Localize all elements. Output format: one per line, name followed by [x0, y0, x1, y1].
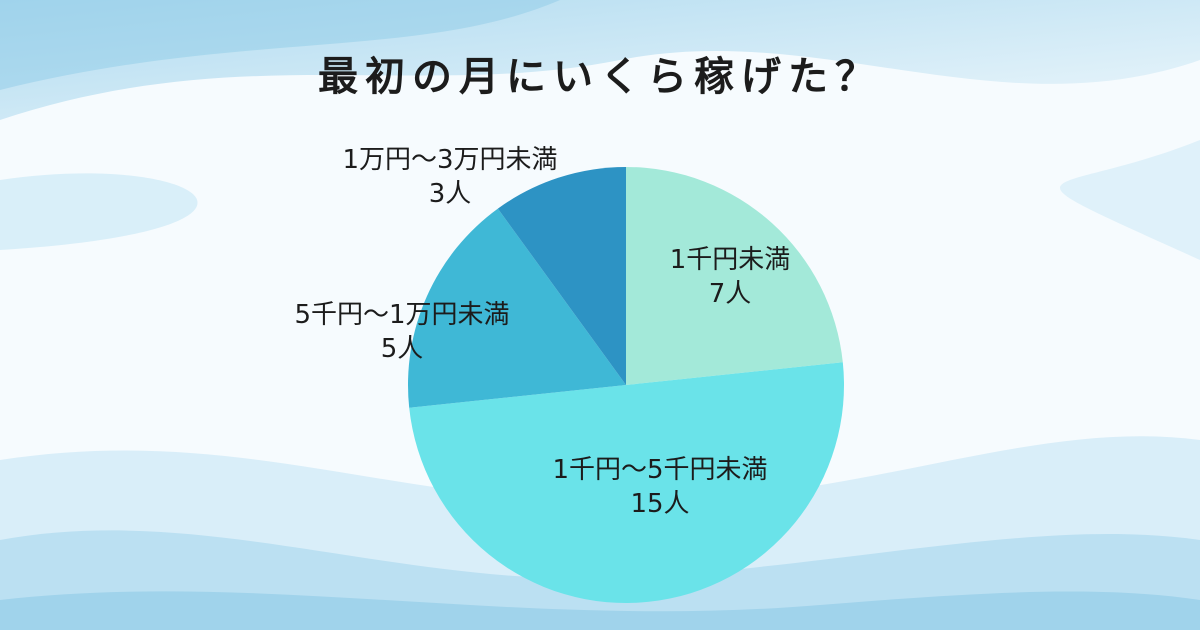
slice-label-2: 5千円～1万円未満 5人 — [294, 300, 510, 364]
slice-label-1: 1千円～5千円未満 15人 — [552, 455, 768, 519]
pie-slice-0 — [626, 167, 843, 385]
pie-slice-1 — [409, 362, 844, 603]
slice-label-0: 1千円未満 7人 — [669, 245, 791, 309]
chart-title: 最初の月にいくら稼げた？ — [318, 54, 882, 100]
slice-label-3: 1万円～3万円未満 3人 — [342, 145, 558, 209]
pie-slice-3 — [497, 167, 626, 385]
pie-slice-2 — [408, 208, 626, 408]
